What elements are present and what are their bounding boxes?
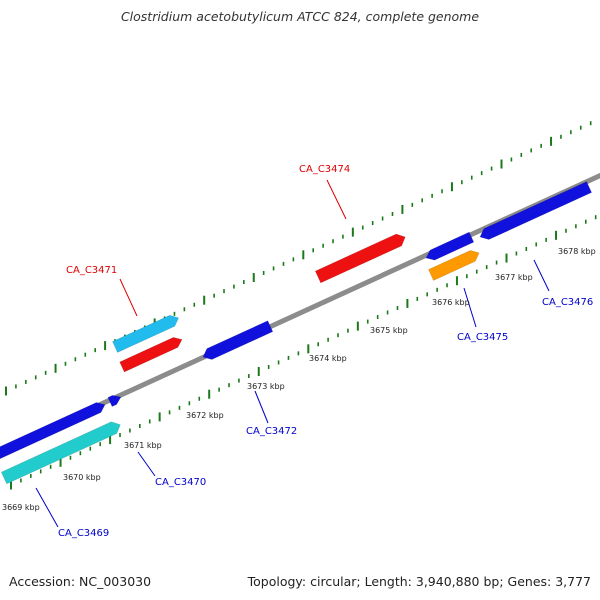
gene-label: CA_C3472 — [246, 426, 297, 437]
gene-features — [0, 181, 592, 485]
gene-arrow — [314, 233, 406, 284]
accession-label: Accession: NC_003030 — [9, 574, 152, 589]
callout-line — [533, 259, 550, 292]
ruler-label: 3672 kbp — [186, 411, 224, 420]
gene-arrow — [0, 421, 121, 485]
genome-summary: Topology: circular; Length: 3,940,880 bp… — [247, 574, 591, 589]
map-title: Clostridium acetobutylicum ATCC 824, com… — [120, 9, 480, 24]
tick-marks — [5, 121, 597, 490]
callout-line — [254, 390, 269, 424]
gene-label: CA_C3469 — [58, 528, 109, 539]
gene-arrow — [112, 314, 180, 353]
ruler-label: 3677 kbp — [495, 273, 533, 282]
gene-arrow — [428, 250, 480, 281]
ruler-labels: 3669 kbp 3670 kbp 3671 kbp 3672 kbp 3673 kbp… — [2, 247, 596, 512]
ruler-label: 3669 kbp — [2, 503, 40, 512]
gene-arrow — [202, 320, 274, 360]
ruler-label: 3673 kbp — [247, 382, 285, 391]
callout-line — [463, 287, 477, 328]
callout-line — [326, 179, 347, 220]
gene-labels: CA_C3469 CA_C3470 CA_C3471 CA_C3472 CA_C3474… — [35, 164, 593, 539]
gene-arrow — [479, 181, 592, 240]
gene-arrow — [0, 402, 106, 460]
callout-line — [119, 278, 138, 317]
gene-label: CA_C3471 — [66, 265, 117, 276]
ruler-label: 3674 kbp — [309, 354, 347, 363]
callout-line — [35, 487, 59, 528]
ruler-label: 3675 kbp — [370, 326, 408, 335]
ruler-label: 3678 kbp — [558, 247, 596, 256]
callout-line — [137, 451, 156, 477]
gene-arrow — [107, 395, 122, 407]
gene-arrow — [425, 231, 475, 261]
ruler-label: 3670 kbp — [63, 473, 101, 482]
gene-label: CA_C3476 — [542, 297, 593, 308]
ruler-label: 3671 kbp — [124, 441, 162, 450]
gene-label: CA_C3474 — [299, 164, 350, 175]
ruler-label: 3676 kbp — [432, 298, 470, 307]
gene-arrow — [119, 337, 183, 373]
gene-label: CA_C3470 — [155, 477, 206, 488]
gene-label: CA_C3475 — [457, 332, 508, 343]
